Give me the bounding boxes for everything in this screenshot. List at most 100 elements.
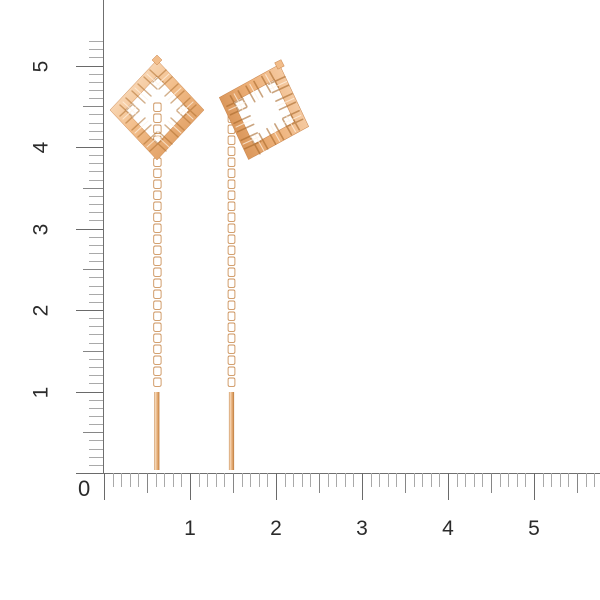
horizontal-ruler-minor-tick bbox=[302, 473, 303, 487]
horizontal-ruler-minor-tick bbox=[543, 473, 544, 487]
horizontal-ruler-minor-tick bbox=[491, 473, 492, 493]
vertical-ruler-minor-tick bbox=[89, 57, 103, 58]
origin-label: 0 bbox=[78, 476, 91, 501]
horizontal-ruler-minor-tick bbox=[388, 473, 389, 487]
vertical-ruler-minor-tick bbox=[89, 41, 103, 42]
horizontal-ruler-minor-tick bbox=[224, 473, 225, 487]
horizontal-ruler-minor-tick bbox=[233, 473, 234, 493]
horizontal-ruler-major-tick bbox=[190, 473, 191, 500]
vertical-ruler-minor-tick bbox=[89, 131, 103, 132]
vertical-ruler-minor-tick bbox=[89, 163, 103, 164]
vertical-ruler-minor-tick bbox=[89, 359, 103, 360]
vertical-ruler-minor-tick bbox=[89, 114, 103, 115]
vertical-ruler-minor-tick bbox=[89, 90, 103, 91]
vertical-ruler-minor-tick bbox=[89, 98, 103, 99]
vertical-ruler-minor-tick bbox=[89, 408, 103, 409]
horizontal-ruler-minor-tick bbox=[353, 473, 354, 487]
horizontal-ruler-minor-tick bbox=[371, 473, 372, 487]
horizontal-ruler-minor-tick bbox=[164, 473, 165, 487]
vertical-ruler-major-tick bbox=[76, 310, 103, 311]
vertical-ruler-minor-tick bbox=[89, 196, 103, 197]
right-bar-thread bbox=[228, 392, 235, 470]
horizontal-ruler-minor-tick bbox=[199, 473, 200, 487]
vertical-ruler-minor-tick bbox=[89, 343, 103, 344]
horizontal-ruler-label: 4 bbox=[442, 517, 454, 540]
vertical-ruler-label: 4 bbox=[29, 141, 53, 154]
vertical-ruler-minor-tick bbox=[89, 440, 103, 441]
horizontal-ruler-minor-tick bbox=[207, 473, 208, 487]
horizontal-ruler-minor-tick bbox=[328, 473, 329, 487]
horizontal-ruler-minor-tick bbox=[517, 473, 518, 487]
vertical-ruler-minor-tick bbox=[83, 351, 103, 352]
vertical-ruler-label: 3 bbox=[29, 223, 53, 235]
horizontal-ruler-major-tick bbox=[104, 473, 105, 500]
vertical-ruler-minor-tick bbox=[89, 180, 103, 181]
horizontal-ruler-minor-tick bbox=[156, 473, 157, 487]
vertical-ruler-minor-tick bbox=[89, 334, 103, 335]
right-rhombus-top bbox=[218, 59, 310, 160]
horizontal-ruler-minor-tick bbox=[147, 473, 148, 493]
vertical-ruler-minor-tick bbox=[89, 220, 103, 221]
horizontal-ruler-minor-tick bbox=[336, 473, 337, 487]
right-earring-group bbox=[218, 59, 310, 470]
horizontal-ruler-label: 5 bbox=[528, 517, 540, 540]
horizontal-ruler-major-tick bbox=[448, 473, 449, 500]
horizontal-ruler-minor-tick bbox=[551, 473, 552, 487]
horizontal-ruler-minor-tick bbox=[250, 473, 251, 487]
vertical-ruler-label: 5 bbox=[29, 60, 53, 72]
horizontal-ruler-label: 3 bbox=[356, 517, 368, 540]
horizontal-ruler-minor-tick bbox=[138, 473, 139, 487]
vertical-ruler-minor-tick bbox=[83, 269, 103, 270]
vertical-ruler-minor-tick bbox=[89, 74, 103, 75]
horizontal-ruler-minor-tick bbox=[508, 473, 509, 487]
horizontal-ruler-minor-tick bbox=[577, 473, 578, 493]
vertical-ruler-minor-tick bbox=[89, 82, 103, 83]
horizontal-ruler-minor-tick bbox=[242, 473, 243, 487]
horizontal-ruler-minor-tick bbox=[310, 473, 311, 487]
horizontal-ruler-minor-tick bbox=[422, 473, 423, 487]
vertical-ruler-minor-tick bbox=[89, 204, 103, 205]
horizontal-ruler-minor-tick bbox=[594, 473, 595, 487]
horizontal-ruler-major-tick bbox=[276, 473, 277, 500]
vertical-ruler-minor-tick bbox=[89, 286, 103, 287]
horizontal-ruler-minor-tick bbox=[482, 473, 483, 487]
horizontal-ruler-minor-tick bbox=[113, 473, 114, 487]
vertical-ruler-minor-tick bbox=[89, 400, 103, 401]
vertical-ruler-minor-tick bbox=[89, 261, 103, 262]
horizontal-ruler-minor-tick bbox=[586, 473, 587, 487]
vertical-ruler-major-tick bbox=[76, 229, 103, 230]
horizontal-ruler-label: 2 bbox=[270, 517, 282, 540]
vertical-ruler-minor-tick bbox=[89, 49, 103, 50]
horizontal-ruler-minor-tick bbox=[267, 473, 268, 487]
vertical-ruler-minor-tick bbox=[89, 318, 103, 319]
vertical-ruler-minor-tick bbox=[89, 457, 103, 458]
horizontal-ruler-label: 1 bbox=[184, 517, 196, 540]
vertical-ruler-minor-tick bbox=[89, 367, 103, 368]
horizontal-ruler-minor-tick bbox=[568, 473, 569, 487]
horizontal-ruler-minor-tick bbox=[121, 473, 122, 487]
horizontal-ruler-minor-tick bbox=[431, 473, 432, 487]
vertical-ruler-minor-tick bbox=[89, 171, 103, 172]
vertical-ruler-axis bbox=[103, 0, 104, 474]
vertical-ruler-label: 1 bbox=[29, 386, 53, 398]
vertical-ruler-minor-tick bbox=[89, 245, 103, 246]
vertical-ruler-minor-tick bbox=[89, 123, 103, 124]
horizontal-ruler-axis bbox=[103, 473, 600, 474]
vertical-ruler-minor-tick bbox=[89, 302, 103, 303]
horizontal-ruler-major-tick bbox=[362, 473, 363, 500]
vertical-ruler-minor-tick bbox=[89, 465, 103, 466]
vertical-ruler-minor-tick bbox=[89, 326, 103, 327]
horizontal-ruler-minor-tick bbox=[293, 473, 294, 487]
horizontal-ruler-minor-tick bbox=[457, 473, 458, 487]
vertical-ruler-minor-tick bbox=[89, 277, 103, 278]
horizontal-ruler-minor-tick bbox=[319, 473, 320, 493]
left-rhombus-top bbox=[109, 54, 205, 161]
vertical-ruler-minor-tick bbox=[89, 139, 103, 140]
horizontal-ruler-minor-tick bbox=[525, 473, 526, 487]
vertical-ruler-major-tick bbox=[76, 66, 103, 67]
horizontal-ruler-minor-tick bbox=[216, 473, 217, 487]
horizontal-ruler-minor-tick bbox=[405, 473, 406, 493]
horizontal-ruler-minor-tick bbox=[345, 473, 346, 487]
